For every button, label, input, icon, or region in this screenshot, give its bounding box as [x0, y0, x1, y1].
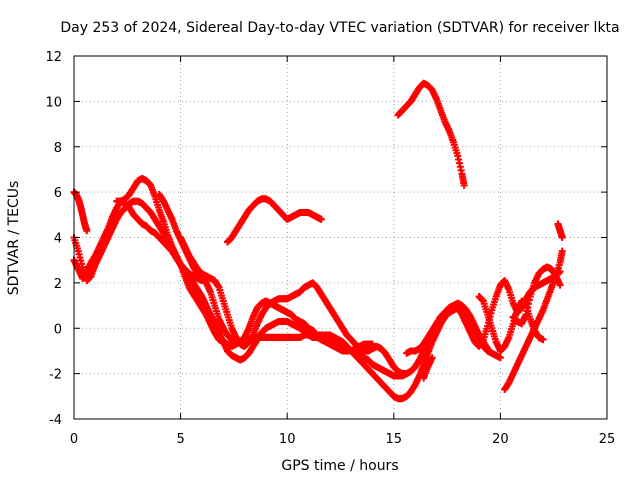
y-axis-title: SDTVAR / TECUs	[6, 181, 22, 296]
data-point	[558, 234, 566, 241]
series-track-3	[70, 197, 206, 285]
grid-lines	[74, 56, 607, 419]
data-point	[460, 181, 468, 189]
series-track-14	[554, 220, 566, 241]
y-tick-label: 6	[54, 186, 62, 201]
data-points	[70, 79, 566, 403]
y-tick-label: -2	[49, 368, 62, 383]
series-track-5	[155, 190, 376, 355]
series-track-9	[403, 268, 564, 357]
series-track-13	[509, 263, 564, 328]
data-point	[403, 370, 411, 378]
chart-title: Day 253 of 2024, Sidereal Day-to-day VTE…	[60, 20, 619, 36]
x-tick-label: 10	[279, 432, 296, 447]
x-tick-labels: 0 5 10 15 20 25	[70, 432, 615, 447]
x-tick-label: 25	[599, 432, 616, 447]
data-point	[83, 227, 91, 235]
series-track-10	[420, 354, 436, 382]
y-tick-label: -4	[49, 413, 62, 428]
x-axis-title: GPS time / hours	[281, 458, 398, 474]
x-tick-label: 0	[70, 432, 78, 447]
axis-ticks	[73, 55, 608, 420]
y-tick-label: 10	[45, 95, 62, 110]
x-tick-label: 5	[176, 432, 184, 447]
y-tick-label: 0	[54, 322, 62, 337]
x-tick-label: 15	[386, 432, 403, 447]
data-point	[428, 354, 436, 362]
series-track-12	[501, 247, 566, 394]
y-tick-label: 12	[45, 50, 62, 65]
data-point	[558, 247, 566, 255]
data-point	[317, 215, 325, 223]
y-tick-label: 4	[54, 232, 62, 247]
y-tick-labels: -4 -2 0 2 4 6 8 10 12	[45, 50, 62, 428]
data-point	[539, 336, 547, 344]
data-point	[556, 281, 564, 289]
data-point	[496, 354, 504, 362]
series-track-7	[224, 195, 325, 246]
series-track-8	[394, 79, 468, 189]
x-tick-label: 20	[492, 432, 509, 447]
y-tick-label: 8	[54, 141, 62, 156]
series-track-6	[177, 234, 411, 378]
y-tick-label: 2	[54, 277, 62, 292]
